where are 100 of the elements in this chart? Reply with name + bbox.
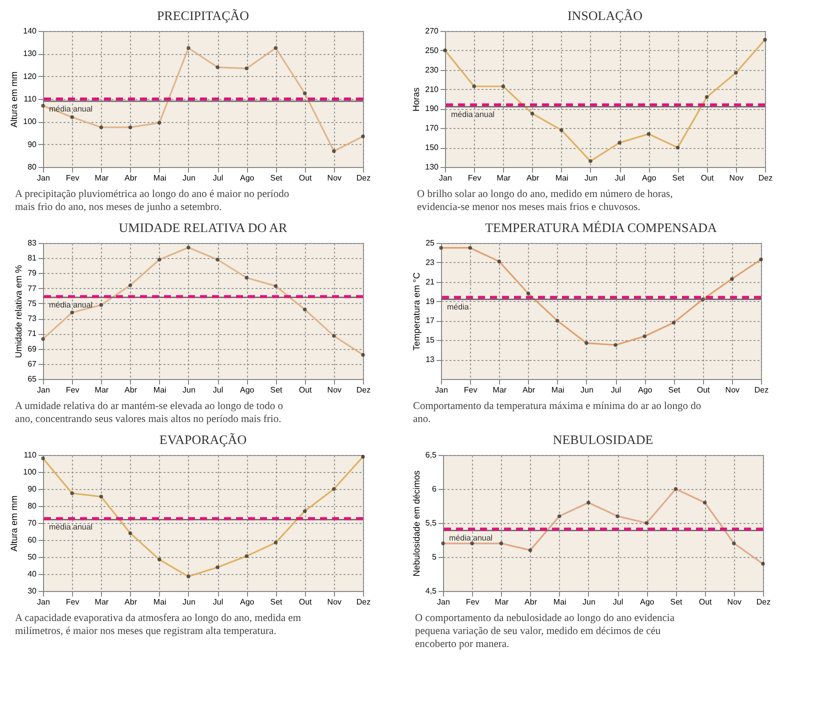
x-tick-label: Abr bbox=[524, 598, 538, 606]
x-tick-label: Set bbox=[270, 174, 284, 182]
x-tick-label: Ago bbox=[638, 386, 653, 394]
y-tick-label: 60 bbox=[28, 536, 38, 544]
x-tick-label: Jun bbox=[584, 174, 598, 182]
ref-line-label: média anual bbox=[49, 522, 93, 532]
x-tick-label: Jul bbox=[612, 598, 624, 606]
y-axis-title: Altura em mm bbox=[9, 71, 20, 128]
x-tick-label: Dez bbox=[356, 598, 371, 606]
y-tick-label: 140 bbox=[23, 26, 38, 36]
y-tick-label: 120 bbox=[23, 72, 38, 81]
x-tick-label: Out bbox=[298, 174, 313, 182]
text: O brilho solar ao longo do ano, medido em número de horas, evidencia-se menor nos meses mais frios e chuvosos. bbox=[417, 189, 673, 213]
text: A precipitação pluviométrica ao longo do ano é maior no período mais frio do ano, nos meses de junho a setembro. bbox=[15, 189, 290, 213]
chart-title: UMIDADE RELATIVA DO AR bbox=[118, 220, 288, 235]
x-tick-label: Out bbox=[700, 174, 715, 182]
x-tick-label: Fev bbox=[66, 174, 80, 182]
x-tick-label: Nov bbox=[729, 174, 744, 182]
x-tick-label: Jan bbox=[37, 598, 50, 606]
y-tick-label: 50 bbox=[28, 552, 38, 562]
y-tick-label: 15 bbox=[426, 336, 436, 345]
y-tick-label: 5,5 bbox=[425, 518, 438, 528]
y-tick-label: 170 bbox=[425, 124, 440, 133]
x-tick-label: Abr bbox=[124, 598, 138, 606]
x-tick-label: Dez bbox=[756, 598, 771, 606]
y-tick-label: 190 bbox=[425, 104, 440, 114]
x-tick-label: Fev bbox=[66, 386, 80, 394]
y-tick-label: 79 bbox=[28, 268, 38, 278]
y-tick-label: 5 bbox=[432, 552, 438, 562]
y-tick-label: 90 bbox=[28, 140, 38, 149]
x-tick-label: Jun bbox=[182, 386, 196, 394]
x-tick-label: Fev bbox=[466, 598, 480, 606]
ref-line-label: média anual bbox=[449, 533, 493, 542]
chart-title: PRECIPITAÇÃO bbox=[156, 8, 250, 23]
y-tick-label: 110 bbox=[24, 450, 38, 460]
y-axis-title: Nebulosidade em décimos bbox=[411, 470, 422, 577]
x-tick-label: Jan bbox=[435, 386, 448, 394]
chart-title: TEMPERATURA MÉDIA COMPENSADA bbox=[485, 220, 718, 235]
x-tick-label: Dez bbox=[356, 386, 371, 394]
x-tick-label: Jul bbox=[212, 386, 224, 394]
x-tick-label: Abr bbox=[124, 174, 138, 182]
y-tick-label: 100 bbox=[23, 117, 38, 126]
text: Comportamento da temperatura máxima e mínima do ar ao longo do ano. bbox=[413, 401, 702, 425]
y-tick-label: 65 bbox=[28, 374, 38, 384]
x-tick-label: Out bbox=[698, 598, 713, 606]
x-tick-label: Ago bbox=[240, 598, 255, 606]
x-tick-label: Dez bbox=[758, 174, 773, 182]
x-tick-label: Dez bbox=[754, 386, 769, 394]
x-tick-label: Abr bbox=[522, 386, 536, 394]
x-tick-label: Out bbox=[696, 386, 711, 394]
y-axis-title: Horas bbox=[411, 87, 422, 112]
x-tick-label: Jan bbox=[37, 174, 50, 182]
x-tick-label: Jun bbox=[182, 598, 196, 606]
x-tick-label: Set bbox=[270, 386, 284, 394]
y-tick-label: 23 bbox=[426, 258, 436, 267]
y-tick-label: 73 bbox=[28, 314, 38, 324]
y-axis-title: Altura em mm bbox=[9, 495, 20, 552]
x-tick-label: Set bbox=[270, 598, 284, 606]
x-tick-label: Set bbox=[672, 174, 686, 182]
x-tick-label: Abr bbox=[124, 386, 138, 394]
x-tick-label: Fev bbox=[464, 386, 478, 394]
y-tick-label: 19 bbox=[426, 296, 436, 306]
text: O comportamento da nebulosidade ao longo do ano evidencia pequena variação de seu valor, medido em décimos de céu encoberto por manera. bbox=[415, 613, 675, 650]
x-tick-label: Mai bbox=[153, 174, 167, 182]
y-tick-label: 70 bbox=[28, 518, 38, 528]
y-tick-label: 30 bbox=[28, 586, 38, 596]
x-tick-label: Ago bbox=[640, 598, 655, 606]
y-tick-label: 83 bbox=[28, 238, 38, 248]
x-tick-label: Jul bbox=[212, 174, 224, 182]
chart-title: EVAPORAÇÃO bbox=[159, 432, 247, 447]
y-axis-title: Umidade relativa em % bbox=[14, 264, 24, 358]
x-tick-label: Mai bbox=[551, 386, 565, 394]
x-tick-label: Mar bbox=[94, 174, 109, 182]
x-tick-label: Jan bbox=[437, 598, 450, 606]
x-tick-label: Nov bbox=[327, 174, 342, 182]
y-tick-label: 77 bbox=[28, 284, 38, 293]
x-tick-label: Mar bbox=[94, 598, 109, 606]
x-tick-label: Jul bbox=[212, 598, 224, 606]
y-tick-label: 130 bbox=[23, 49, 38, 58]
ref-line-label: média anual bbox=[49, 300, 93, 310]
x-tick-label: Jan bbox=[439, 174, 452, 182]
x-tick-label: Mai bbox=[555, 174, 569, 182]
y-tick-label: 25 bbox=[426, 238, 436, 248]
y-tick-label: 71 bbox=[28, 329, 38, 338]
x-tick-label: Jul bbox=[614, 174, 626, 182]
x-tick-label: Ago bbox=[240, 386, 255, 394]
y-tick-label: 6,5 bbox=[425, 450, 438, 460]
x-tick-label: Mai bbox=[553, 598, 567, 606]
x-tick-label: Mar bbox=[94, 386, 109, 394]
y-tick-label: 90 bbox=[28, 484, 38, 494]
y-tick-label: 110 bbox=[24, 94, 38, 104]
y-tick-label: 150 bbox=[425, 143, 440, 152]
x-tick-label: Jun bbox=[582, 598, 596, 606]
x-tick-label: Jun bbox=[182, 174, 196, 182]
x-tick-label: Mar bbox=[492, 386, 507, 394]
x-tick-label: Fev bbox=[66, 598, 80, 606]
x-tick-label: Mai bbox=[153, 598, 167, 606]
y-tick-label: 4,5 bbox=[425, 586, 438, 596]
x-tick-label: Nov bbox=[727, 598, 742, 606]
y-tick-label: 40 bbox=[28, 570, 38, 578]
